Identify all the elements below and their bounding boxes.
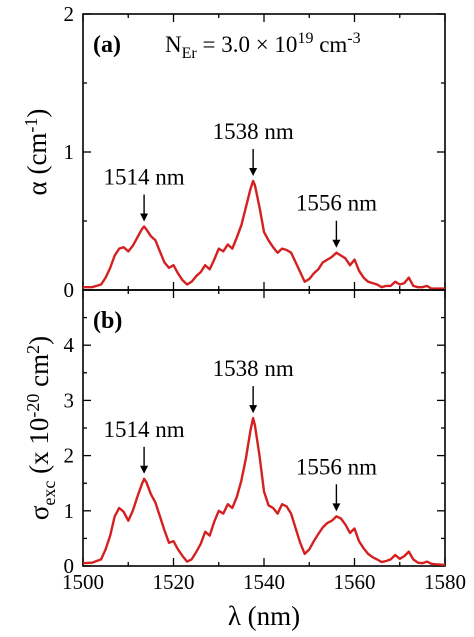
panel-b-label: (b) [93,308,122,334]
x-tick-label: 1580 [424,570,466,594]
panel-a-label: (a) [93,32,121,58]
peak-label: 1514 nm [104,417,185,442]
panel-b-peak-annotations: 1514 nm 1538 nm 1556 nm [104,356,377,512]
y-tick-label: 1 [64,140,75,164]
y-tick-label: 2 [64,444,75,468]
panel-b: 0 1 2 3 4 1514 nm 1538 nm 1556 nm (b) σexc (x … [23,289,446,578]
x-tick-label: 1560 [334,570,376,594]
peak-arrow-head [140,213,149,222]
peak-arrow-head [332,239,341,248]
peak-arrow-head [140,465,149,474]
y-tick-label: 2 [64,2,75,26]
panel-a-x-ticks [82,14,446,290]
panel-a-series-line [83,179,445,290]
peak-arrow-head [332,503,341,512]
peak-label: 1556 nm [296,191,377,216]
panel-a: 0 1 2 1514 nm 1538 nm 1556 nm (a) NEr = 3.0 … [21,2,446,302]
peak-label: 1514 nm [104,165,185,190]
peak-label: 1556 nm [296,454,377,479]
panel-a-concentration-note: NEr = 3.0 × 1019 cm-3 [165,30,361,62]
panel-b-y-ticks: 0 1 2 3 4 [64,316,445,578]
panel-b-y-axis-label: σexc (x 10-20 cm2) [23,336,59,520]
x-tick-labels: 1500 1520 1540 1560 1580 [62,570,466,594]
x-axis-label: λ (nm) [228,601,300,631]
x-tick-label: 1500 [62,570,104,594]
x-tick-label: 1520 [153,570,195,594]
peak-arrow-head [249,167,258,176]
y-tick-label: 3 [64,388,75,412]
y-tick-label: 0 [64,278,75,302]
peak-arrow-head [249,405,258,414]
panel-a-y-axis-label: α (cm-1) [21,109,52,196]
y-tick-label: 1 [64,499,75,523]
peak-label: 1538 nm [213,119,294,144]
panel-b-series-line [82,416,446,567]
y-tick-label: 0 [64,554,75,578]
y-tick-label: 4 [64,333,75,357]
panel-a-peak-annotations: 1514 nm 1538 nm 1556 nm [104,119,377,248]
x-tick-label: 1540 [243,570,285,594]
panel-b-x-ticks [82,290,446,566]
peak-label: 1538 nm [213,356,294,381]
